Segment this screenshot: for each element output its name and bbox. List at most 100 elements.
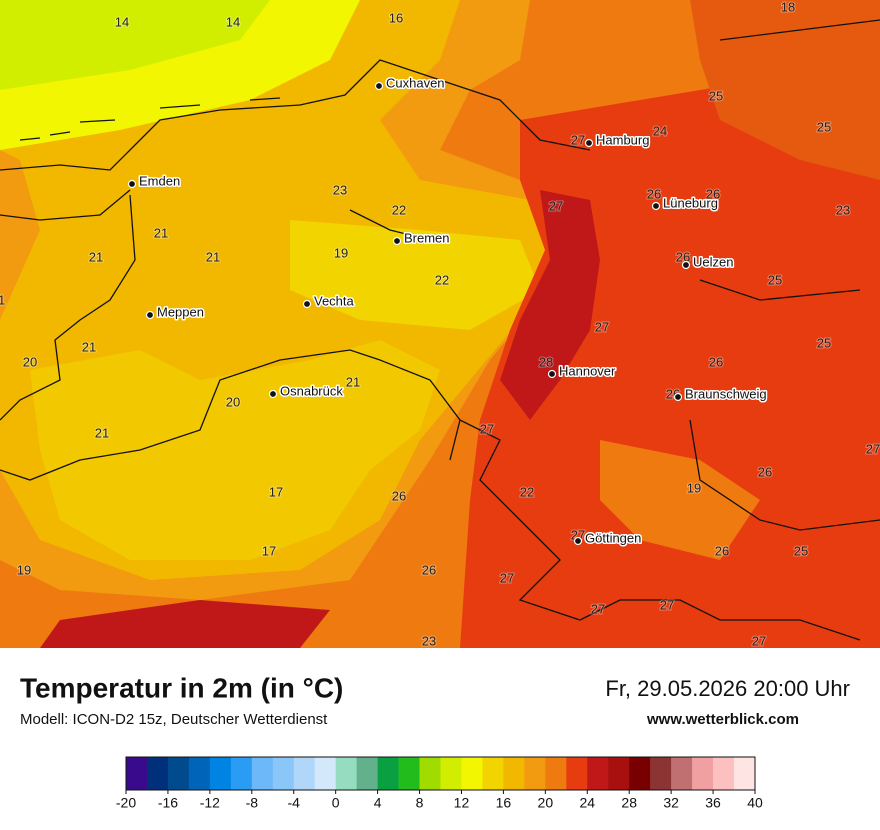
zone [290, 220, 540, 330]
temperature-label: 24 [653, 123, 667, 138]
temperature-label: 19 [334, 245, 348, 260]
colorbar-cell [126, 757, 148, 790]
city-dot [651, 201, 661, 211]
coastline [0, 59, 591, 171]
zone [500, 190, 600, 420]
cities: Cuxhaven Hamburg Emden Bremen Lüneburg Uelzen… [127, 74, 768, 547]
city-label: Hannover [559, 363, 616, 378]
colorbar-cell [461, 757, 483, 790]
city-dot [145, 310, 155, 320]
colorbar-cell [398, 757, 420, 790]
city-dot [673, 392, 683, 402]
colorbar-cell [608, 757, 630, 790]
title: Temperatur in 2m (in °C) [20, 672, 343, 703]
colorbar-cell [356, 757, 378, 790]
city-label: Uelzen [693, 254, 733, 269]
colorbar-tick-label: -20 [116, 795, 136, 811]
border [349, 19, 880, 641]
temperature-label: 21 [0, 292, 5, 307]
colorbar-tick-label: 24 [579, 795, 595, 811]
temperature-label: 21 [206, 249, 220, 264]
colorbar-cell [713, 757, 735, 790]
temperature-label: 22 [392, 202, 406, 217]
city-dot [392, 236, 402, 246]
temperature-label: 26 [422, 562, 436, 577]
colorbar-frame [125, 756, 756, 791]
city-dot [374, 81, 384, 91]
temperature-label: 27 [752, 633, 766, 648]
island [19, 97, 281, 141]
temperature-label: 25 [817, 119, 831, 134]
colorbar-cell [440, 757, 462, 790]
colorbar-cell [209, 757, 232, 790]
colorbar-cell [587, 757, 609, 790]
city-dot [127, 179, 137, 189]
temperature-label: 21 [95, 425, 109, 440]
zone [690, 0, 880, 180]
colorbar-cell [167, 757, 190, 790]
temperature-label: 26 [758, 464, 772, 479]
temperature-label: 26 [392, 488, 406, 503]
colorbar-tick-label: -12 [200, 795, 220, 811]
colorbar-cell [629, 757, 651, 790]
temperature-label: 14 [115, 14, 129, 29]
colorbar-cell [230, 757, 253, 790]
colorbar-cell [272, 757, 295, 790]
temperature-label: 23 [333, 182, 347, 197]
temperature-label: 25 [709, 88, 723, 103]
temperature-label: 23 [422, 633, 436, 648]
map [0, 0, 880, 648]
city-label: Lüneburg [663, 195, 718, 210]
temperature-label: 19 [687, 480, 701, 495]
colorbar-tick-label: 12 [454, 795, 470, 811]
temperature-label: 27 [571, 132, 585, 147]
colorbar-cell [650, 757, 672, 790]
temperature-label: 26 [676, 249, 690, 264]
temperature-label: 27 [480, 421, 494, 436]
zone [0, 0, 270, 90]
temperature-label: 17 [262, 543, 276, 558]
city-dot [268, 389, 278, 399]
colorbar-cell [524, 757, 546, 790]
temperature-label: 25 [817, 335, 831, 350]
city-label: Emden [139, 173, 180, 188]
colorbar-tick-label: 0 [332, 795, 340, 811]
zone [30, 340, 440, 560]
temperature-label: 16 [389, 10, 403, 25]
colorbar-tick-label: 8 [416, 795, 424, 811]
temperature-label: 26 [709, 354, 723, 369]
colorbar-cell [335, 757, 357, 790]
temperature-label: 21 [89, 249, 103, 264]
colorbar-tick-label: -16 [158, 795, 178, 811]
colorbar-cell [293, 757, 315, 790]
city-dot [584, 138, 594, 148]
temperature-label: 27 [866, 441, 880, 456]
temperature-label: 19 [17, 562, 31, 577]
temperature-label: 23 [836, 202, 850, 217]
zone [40, 600, 330, 648]
colorbar-tick-label: 32 [663, 795, 679, 811]
city-label: Braunschweig [685, 386, 767, 401]
colorbar: -20 -16 -12 -8 -4 0 4 8 12 16 20 24 28 32 36 40 [116, 756, 763, 811]
datetime: Fr, 29.05.2026 20:00 Uhr [605, 676, 850, 701]
temperature-label: 21 [346, 374, 360, 389]
subtitle: Modell: ICON-D2 15z, Deutscher Wetterdie… [20, 711, 328, 728]
colorbar-cell [692, 757, 714, 790]
colorbar-cell [734, 757, 756, 790]
temperature-label: 20 [226, 394, 240, 409]
temperature-label: 26 [647, 186, 661, 201]
temperature-label: 18 [781, 0, 795, 14]
temperature-label: 27 [500, 570, 514, 585]
temperature-label: 21 [154, 225, 168, 240]
city-label: Vechta [314, 293, 355, 308]
colorbar-tick-label: 20 [538, 795, 554, 811]
city-label: Cuxhaven [386, 75, 445, 90]
border [0, 189, 461, 481]
temperature-label: 26 [706, 186, 720, 201]
temperature-label: 27 [660, 597, 674, 612]
city-label: Hamburg [596, 132, 649, 147]
colorbar-cell [419, 757, 441, 790]
city-label: Meppen [157, 304, 204, 319]
temperature-labels: 14 14 16 18 25 25 24 27 23 22 26 26 23 27 21 21 21 19 22 26… [0, 0, 880, 649]
